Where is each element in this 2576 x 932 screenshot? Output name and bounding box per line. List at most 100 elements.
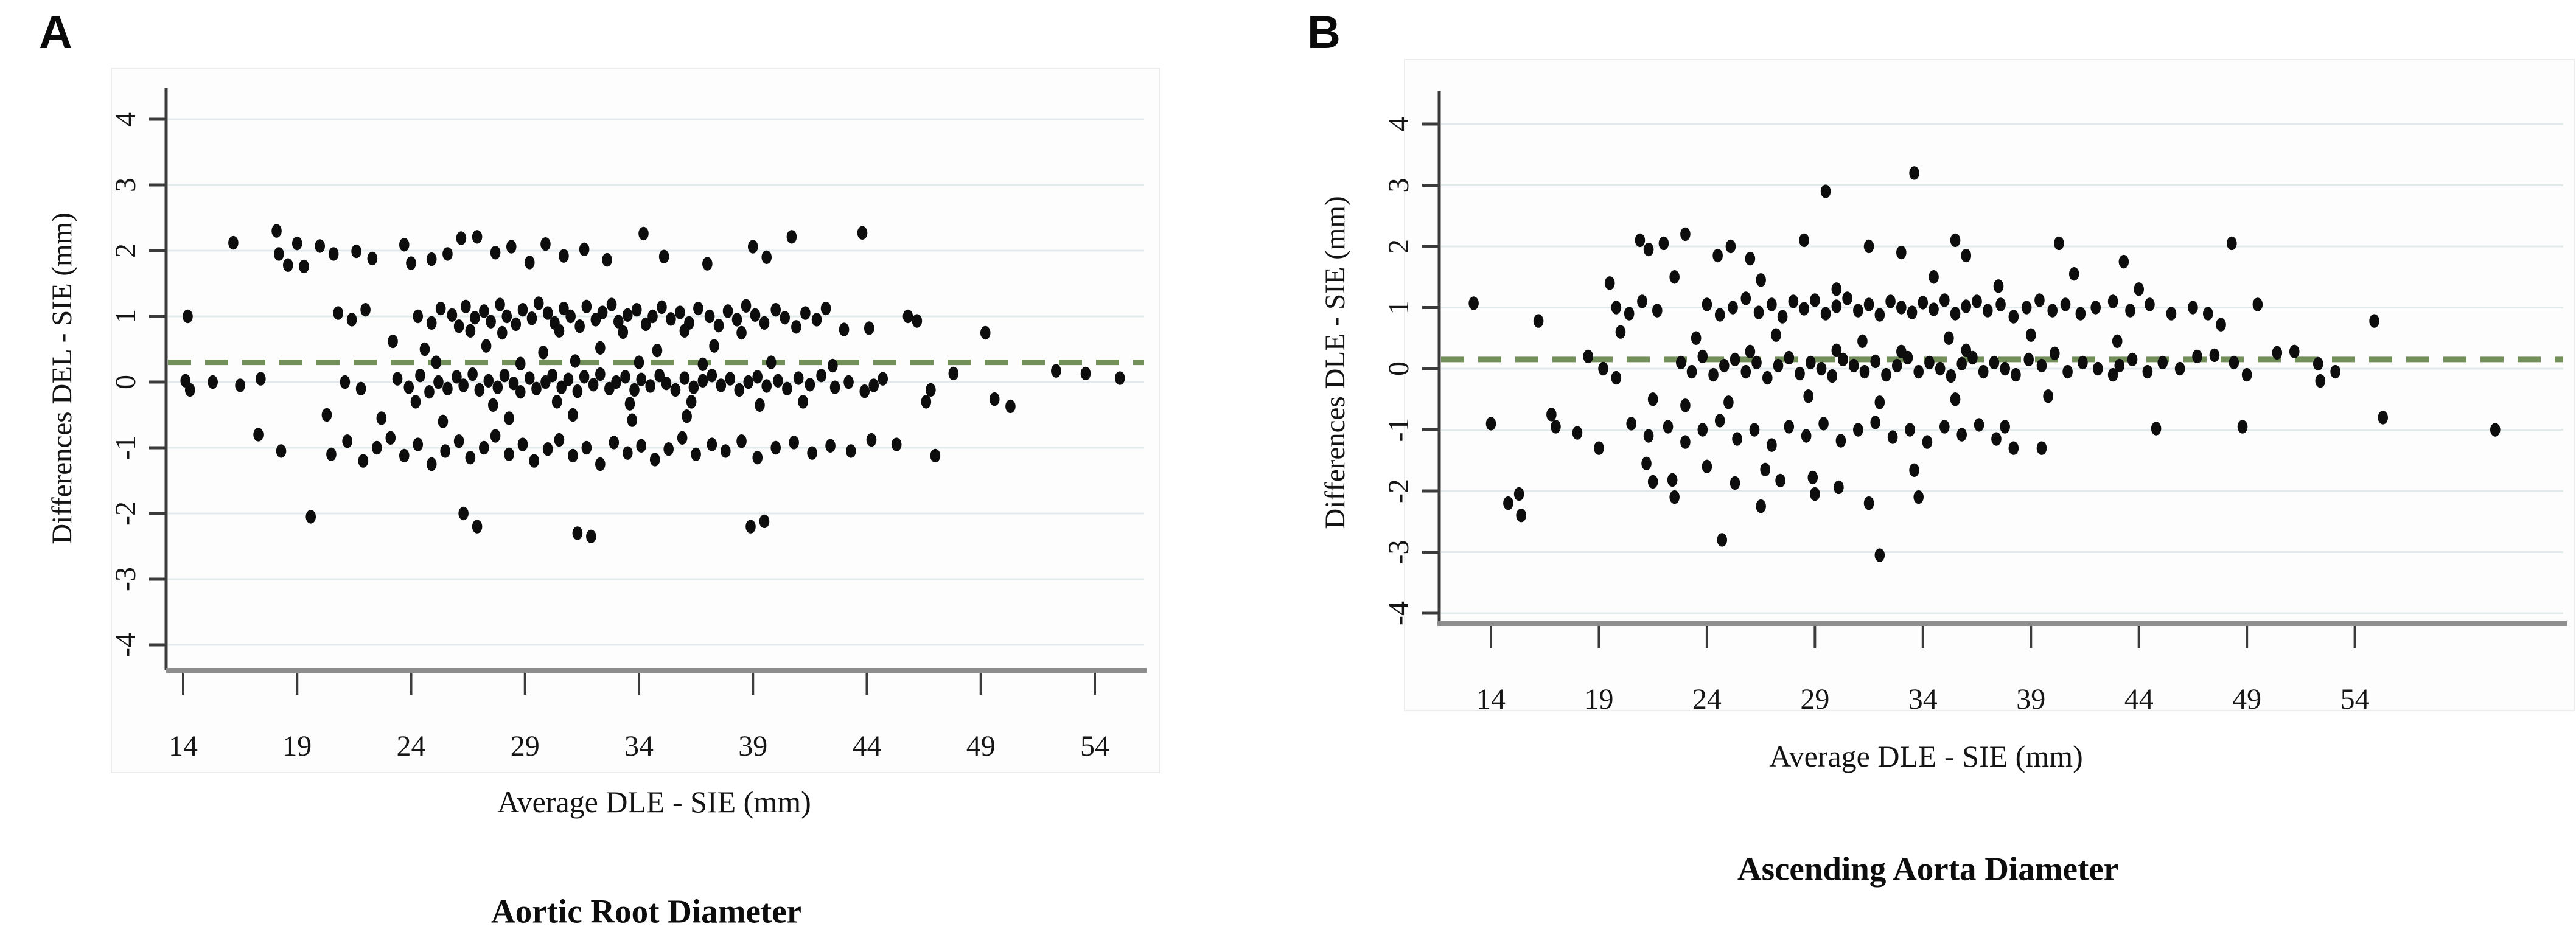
data-point [1939,420,1950,434]
data-point [2062,364,2073,379]
data-point [1676,355,1686,370]
data-point [372,440,382,455]
data-point [533,296,544,310]
data-point [1647,392,1658,406]
data-point [465,451,476,465]
data-point [798,395,808,409]
y-tick-label: -4 [110,633,142,657]
data-point [752,451,763,465]
data-point [1708,367,1719,382]
data-point [465,324,476,338]
data-point [864,321,874,335]
data-point [736,325,747,340]
data-point [1803,389,1814,403]
data-point [1669,490,1680,504]
y-tick-label: -2 [1383,479,1415,503]
data-point [1788,294,1799,308]
data-point [586,529,596,543]
data-point [1546,408,1557,422]
data-point [572,384,583,398]
data-point [1762,370,1773,385]
data-point [1468,296,1479,310]
panel-b-title: Ascending Aorta Diameter [1737,850,2119,888]
y-tick-label: -3 [1383,540,1415,565]
data-point [1624,307,1635,321]
data-point [1652,304,1663,318]
data-point [1857,334,1868,348]
data-point [340,375,351,389]
data-point [474,383,485,397]
data-point [547,369,557,383]
data-point [2202,307,2213,321]
data-point [1760,462,1771,477]
data-point [1745,251,1756,266]
data-point [506,240,517,254]
data-point [1838,352,1848,367]
data-point [1799,302,1809,316]
data-point [1982,304,1993,318]
data-point [2227,236,2237,251]
data-point [517,437,528,451]
x-tick-label: 49 [966,730,996,762]
data-point [636,439,647,453]
data-point [453,319,464,333]
data-point [1950,233,1961,248]
data-point [452,370,462,384]
data-point [467,367,478,381]
data-point [497,325,508,340]
data-point [1702,297,1712,311]
y-tick-label: -2 [110,501,142,526]
data-point [2237,420,2248,434]
data-point [556,380,567,394]
data-point [2272,346,2283,360]
data-point [747,240,758,254]
data-point [461,299,471,313]
data-point [734,383,745,397]
data-point [413,437,424,451]
data-point [741,299,752,313]
data-point [481,339,492,353]
data-point [517,303,528,317]
data-point [780,310,790,325]
data-point [1972,294,1982,308]
data-point [693,301,703,316]
x-tick-label: 54 [1080,730,1109,762]
data-point [750,308,761,322]
data-point [1816,361,1827,376]
data-point [731,313,742,327]
data-point [2127,352,2138,367]
x-tick-label: 24 [1692,683,1722,715]
data-point [2289,344,2300,359]
data-point [2134,282,2144,296]
data-point [675,305,685,319]
data-point [392,372,403,386]
data-point [1967,350,1978,365]
data-point [1995,297,2006,311]
data-point [1820,307,1831,321]
data-point [565,309,576,324]
data-point [2378,411,2389,425]
data-point [857,226,868,240]
data-point [1974,418,1984,432]
data-point [1799,233,1809,248]
data-point [1702,459,1712,473]
data-point [531,381,542,395]
data-point [515,356,526,370]
data-point [878,372,888,386]
data-point [721,444,731,458]
data-point [1583,349,1594,364]
data-point [282,258,293,272]
data-point [315,239,325,253]
data-point [1896,301,1907,315]
data-point [609,436,620,450]
data-point [1946,369,1956,383]
data-point [1848,358,1859,373]
data-point [649,453,660,467]
data-point [1909,463,1919,478]
data-point [1767,438,1777,452]
data-point [540,237,551,251]
data-point [438,414,449,428]
data-point [2047,304,2058,318]
data-point [670,383,681,397]
